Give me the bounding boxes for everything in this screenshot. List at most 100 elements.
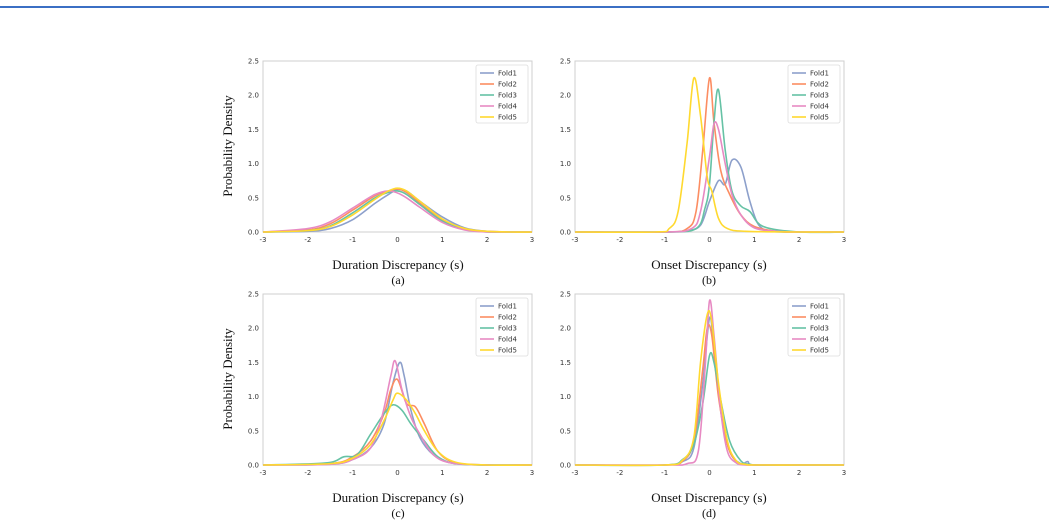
- x-axis-label: Onset Discrepancy (s): [651, 257, 767, 272]
- legend-label: Fold3: [498, 92, 517, 100]
- legend-label: Fold4: [498, 336, 517, 344]
- x-tick-label: -3: [260, 469, 267, 477]
- x-tick-label: 2: [797, 236, 801, 244]
- legend-label: Fold3: [810, 325, 829, 333]
- x-axis-label: Duration Discrepancy (s): [332, 257, 463, 272]
- series-line-fold1: [574, 158, 845, 233]
- legend-label: Fold2: [810, 314, 829, 322]
- x-tick-label: 0: [707, 236, 711, 244]
- y-tick-label: 1.0: [560, 393, 571, 401]
- legend-label: Fold5: [498, 114, 517, 122]
- y-tick-label: 2.0: [560, 92, 571, 100]
- x-tick-label: 1: [440, 236, 444, 244]
- series-line-fold4: [262, 190, 532, 233]
- x-tick-label: 0: [395, 469, 399, 477]
- y-axis-label: Probability Density: [220, 328, 235, 430]
- series-line-fold2: [262, 378, 533, 466]
- x-tick-label: 1: [752, 236, 756, 244]
- x-tick-label: -2: [304, 236, 311, 244]
- y-tick-label: 2.5: [560, 291, 571, 299]
- y-tick-label: 1.0: [248, 393, 259, 401]
- series-line-fold1: [262, 361, 533, 466]
- y-tick-label: 0.0: [560, 462, 571, 470]
- chart-panel-3: -3 -2 -1 0 1 2 30.00.51.01.52.02.5Fold1Fold2Fo…: [220, 291, 534, 521]
- legend-label: Fold2: [498, 314, 517, 322]
- x-axis-label: Onset Discrepancy (s): [651, 490, 767, 505]
- legend-label: Fold5: [810, 114, 829, 122]
- legend: Fold1 Fold2 Fold3 Fold4 Fold5: [475, 297, 529, 357]
- x-tick-label: 0: [395, 236, 399, 244]
- series-line-fold4: [262, 359, 533, 466]
- y-tick-label: 0.5: [560, 194, 571, 202]
- x-tick-label: 2: [797, 469, 801, 477]
- header-rule: [0, 6, 1049, 8]
- x-tick-label: -1: [661, 469, 668, 477]
- y-tick-label: 2.0: [560, 325, 571, 333]
- legend: Fold1 Fold2 Fold3 Fold4 Fold5: [475, 64, 529, 124]
- panel-caption: (b): [702, 273, 716, 287]
- x-tick-label: 3: [530, 469, 534, 477]
- chart-panel-1: -3 -2 -1 0 1 2 30.00.51.01.52.02.5Fold1Fold2Fo…: [220, 58, 534, 288]
- legend-label: Fold4: [810, 103, 829, 111]
- y-tick-label: 1.5: [248, 359, 259, 367]
- plot-frame: [574, 60, 845, 233]
- x-tick-label: 3: [842, 236, 846, 244]
- legend-label: Fold1: [498, 303, 517, 311]
- panel-caption: (d): [702, 506, 716, 520]
- plot-frame: [262, 293, 533, 466]
- series-line-fold3: [262, 403, 533, 466]
- x-tick-label: 2: [485, 469, 489, 477]
- x-axis-label: Duration Discrepancy (s): [332, 490, 463, 505]
- plot-frame: [262, 60, 533, 233]
- legend-label: Fold3: [810, 92, 829, 100]
- x-tick-label: 0: [707, 469, 711, 477]
- y-tick-label: 1.5: [248, 126, 259, 134]
- series-line-fold1: [262, 188, 533, 233]
- x-tick-label: -3: [260, 236, 267, 244]
- panel-caption: (a): [391, 273, 404, 287]
- x-tick-label: 1: [752, 469, 756, 477]
- x-tick-label: 2: [485, 236, 489, 244]
- x-tick-label: -3: [572, 469, 579, 477]
- x-tick-label: -1: [349, 236, 356, 244]
- y-tick-label: 2.5: [248, 58, 259, 66]
- legend-box: [787, 297, 841, 357]
- y-axis-label: Probability Density: [220, 95, 235, 197]
- x-tick-label: -3: [572, 236, 579, 244]
- legend-label: Fold1: [810, 303, 829, 311]
- series-line-fold5: [262, 187, 533, 233]
- series-line-fold2: [262, 188, 533, 233]
- y-tick-label: 0.0: [248, 229, 259, 237]
- legend-label: Fold3: [498, 325, 517, 333]
- series-line-fold3: [574, 351, 844, 467]
- legend-label: Fold4: [810, 336, 829, 344]
- x-tick-label: -1: [349, 469, 356, 477]
- series-line-fold3: [262, 190, 532, 234]
- y-tick-label: 0.0: [560, 229, 571, 237]
- legend-label: Fold1: [498, 70, 517, 78]
- series-line-fold5: [574, 309, 844, 467]
- y-tick-label: 1.5: [560, 126, 571, 134]
- y-tick-label: 2.0: [248, 325, 259, 333]
- chart-panel-4: -3 -2 -1 0 1 2 30.00.51.01.52.02.5Fold1Fold2Fo…: [560, 291, 846, 521]
- series-line-fold5: [262, 392, 533, 467]
- x-tick-label: 1: [440, 469, 444, 477]
- legend-box: [475, 297, 529, 357]
- x-tick-label: 3: [842, 469, 846, 477]
- legend-label: Fold5: [498, 347, 517, 355]
- series-line-fold3: [574, 88, 845, 234]
- legend-label: Fold2: [498, 81, 517, 89]
- x-tick-label: -2: [616, 469, 623, 477]
- x-tick-label: -2: [616, 236, 623, 244]
- y-tick-label: 1.0: [560, 160, 571, 168]
- legend-box: [787, 64, 841, 124]
- y-tick-label: 1.0: [248, 160, 259, 168]
- y-tick-label: 2.5: [560, 58, 571, 66]
- chart-panel-2: -3 -2 -1 0 1 2 30.00.51.01.52.02.5Fold1Fold2Fo…: [560, 58, 846, 288]
- y-tick-label: 0.0: [248, 462, 259, 470]
- legend-box: [475, 64, 529, 124]
- legend: Fold1 Fold2 Fold3 Fold4 Fold5: [787, 64, 841, 124]
- legend: Fold1 Fold2 Fold3 Fold4 Fold5: [787, 297, 841, 357]
- x-tick-label: 3: [530, 236, 534, 244]
